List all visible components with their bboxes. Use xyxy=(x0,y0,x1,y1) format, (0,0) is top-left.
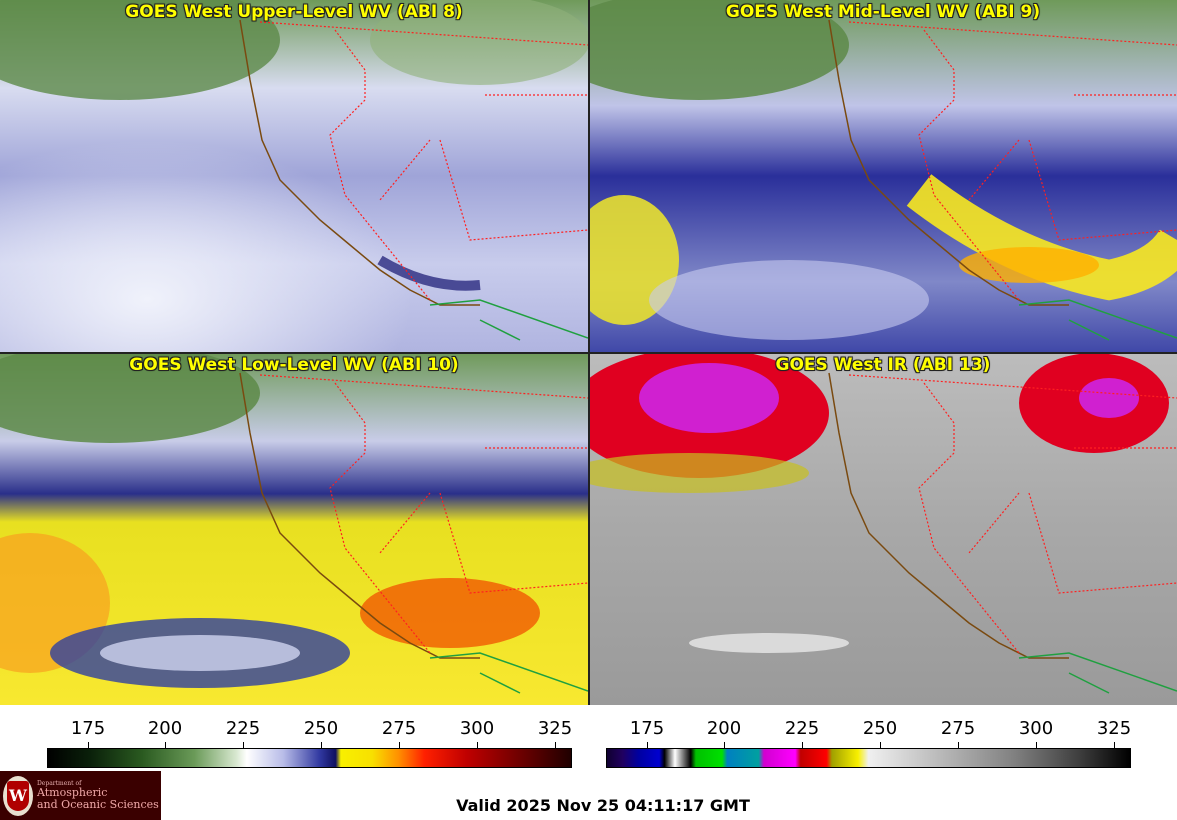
wv-tick-label: 175 xyxy=(70,718,106,739)
wv-tick-label: 200 xyxy=(147,718,183,739)
wv-colorbar xyxy=(47,748,572,768)
logo-line3: and Oceanic Sciences xyxy=(37,797,159,811)
panel-ir: GOES West IR (ABI 13) xyxy=(589,353,1177,705)
panel-title: GOES West Upper-Level WV (ABI 8) xyxy=(125,2,463,22)
logo-line2: Atmospheric xyxy=(37,786,108,800)
wv-tick-label: 250 xyxy=(303,718,339,739)
ir-colorbar-ticks: 175 200 225 250 275 300 325 xyxy=(606,718,1131,749)
ir-tick-mark xyxy=(647,742,648,749)
aos-logo: W Department of Atmospheric and Oceanic … xyxy=(0,771,161,820)
low-level-wv-image xyxy=(0,353,588,705)
panel-low-level-wv: GOES West Low-Level WV (ABI 10) xyxy=(0,353,588,705)
wv-tick-mark xyxy=(399,742,400,749)
mid-level-wv-image xyxy=(589,0,1177,352)
panel-title: GOES West Low-Level WV (ABI 10) xyxy=(129,355,459,375)
wv-tick-mark xyxy=(477,742,478,749)
ir-tick-mark xyxy=(1114,742,1115,749)
ir-image xyxy=(589,353,1177,705)
ir-colorbar xyxy=(606,748,1131,768)
panel-title: GOES West IR (ABI 13) xyxy=(775,355,991,375)
ir-tick-label: 300 xyxy=(1018,718,1054,739)
ir-tick-label: 200 xyxy=(706,718,742,739)
wv-tick-mark xyxy=(243,742,244,749)
valid-time: Valid 2025 Nov 25 04:11:17 GMT xyxy=(456,796,750,815)
ir-tick-mark xyxy=(724,742,725,749)
wv-tick-label: 275 xyxy=(381,718,417,739)
upper-level-wv-image xyxy=(0,0,588,352)
wv-tick-mark xyxy=(88,742,89,749)
wv-tick-mark xyxy=(321,742,322,749)
ir-tick-mark xyxy=(802,742,803,749)
ir-tick-mark xyxy=(958,742,959,749)
ir-tick-label: 325 xyxy=(1096,718,1132,739)
ir-tick-label: 225 xyxy=(784,718,820,739)
logo-text: Department of Atmospheric and Oceanic Sc… xyxy=(37,779,159,811)
wv-tick-label: 300 xyxy=(459,718,495,739)
panel-divider-horizontal xyxy=(0,352,1177,354)
wv-tick-mark xyxy=(165,742,166,749)
seal-letter: W xyxy=(7,780,29,811)
university-seal-icon: W xyxy=(3,775,33,816)
wv-tick-label: 225 xyxy=(225,718,261,739)
panel-mid-level-wv: GOES West Mid-Level WV (ABI 9) xyxy=(589,0,1177,352)
logo-line1: Department of xyxy=(37,779,82,787)
wv-tick-mark xyxy=(555,742,556,749)
wv-colorbar-ticks: 175 200 225 250 275 300 325 xyxy=(47,718,572,749)
panel-title: GOES West Mid-Level WV (ABI 9) xyxy=(725,2,1041,22)
ir-tick-mark xyxy=(1036,742,1037,749)
wv-tick-label: 325 xyxy=(537,718,573,739)
ir-tick-label: 275 xyxy=(940,718,976,739)
ir-tick-label: 175 xyxy=(629,718,665,739)
ir-tick-label: 250 xyxy=(862,718,898,739)
panel-upper-level-wv: GOES West Upper-Level WV (ABI 8) xyxy=(0,0,588,352)
ir-tick-mark xyxy=(880,742,881,749)
